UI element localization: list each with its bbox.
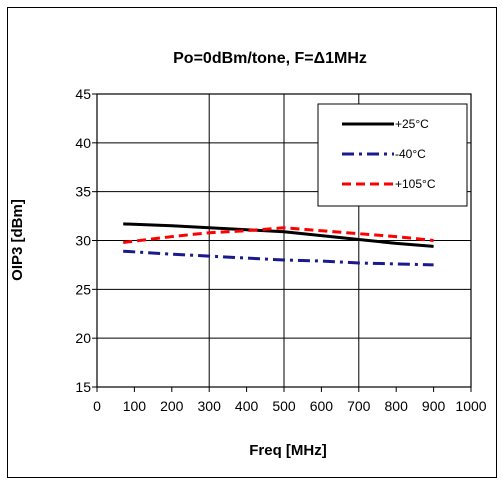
y-tick-label: 45 bbox=[75, 86, 91, 102]
x-tick-label: 700 bbox=[347, 398, 371, 414]
x-tick-label: 1000 bbox=[455, 398, 486, 414]
legend-label: +25°C bbox=[395, 117, 429, 131]
x-tick-label: 0 bbox=[93, 398, 101, 414]
y-axis-label: OIP3 [dBm] bbox=[9, 199, 26, 281]
x-tick-label: 300 bbox=[198, 398, 222, 414]
y-tick-label: 35 bbox=[75, 184, 91, 200]
x-tick-label: 500 bbox=[272, 398, 296, 414]
x-tick-label: 800 bbox=[385, 398, 409, 414]
plot-area: 15 20 25 30 35 40 45 0 100 200 300 400 500 600 700 800 9… bbox=[75, 86, 486, 414]
series-line bbox=[123, 222, 434, 248]
legend-label: -40°C bbox=[395, 147, 426, 161]
y-tick-label: 20 bbox=[75, 330, 91, 346]
legend-label: +105°C bbox=[395, 177, 436, 191]
series-line bbox=[123, 249, 434, 267]
y-tick-label: 15 bbox=[75, 379, 91, 395]
y-tick-label: 30 bbox=[75, 233, 91, 249]
y-tick-label: 40 bbox=[75, 135, 91, 151]
y-tick-label: 25 bbox=[75, 281, 91, 297]
x-tick-label: 100 bbox=[123, 398, 147, 414]
x-tick-label: 200 bbox=[160, 398, 184, 414]
plot-frame bbox=[96, 93, 472, 388]
x-tick-label: 600 bbox=[310, 398, 334, 414]
x-tick-label: 400 bbox=[235, 398, 259, 414]
series-line bbox=[123, 226, 434, 244]
chart-frame bbox=[7, 7, 497, 478]
x-tick-label: 900 bbox=[422, 398, 446, 414]
chart-title: Po=0dBm/tone, F=Δ1MHz bbox=[173, 50, 367, 67]
x-axis-label: Freq [MHz] bbox=[249, 442, 327, 459]
